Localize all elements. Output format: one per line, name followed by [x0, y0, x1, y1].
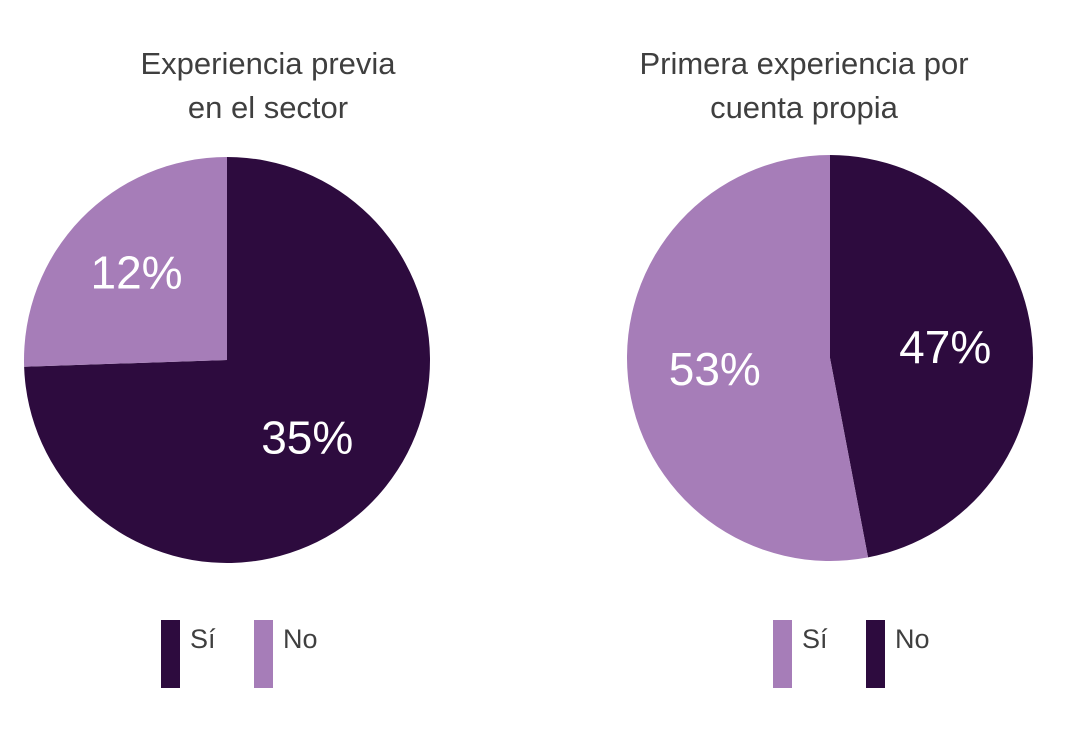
pie-slice-no: [830, 155, 1033, 558]
pie-slice-no: [24, 157, 227, 367]
pie-data-label: 12%: [90, 247, 182, 299]
pie-data-label: 35%: [261, 412, 353, 464]
pie-plot: 35% 12%: [24, 157, 430, 564]
chart-title: Experiencia previa en el sector: [0, 42, 536, 130]
pie-plot: 47% 53%: [626, 154, 1033, 561]
chart-title-line-1: Primera experiencia por: [639, 46, 969, 81]
pie-slice-si: [626, 154, 869, 561]
chart-title-line-1: Experiencia previa: [140, 46, 396, 81]
legend-swatch: [254, 620, 273, 688]
chart-title-line-2: en el sector: [187, 90, 349, 125]
legend-swatch: [866, 620, 885, 688]
pie-slice-si: [24, 157, 430, 564]
legend-label: Sí: [190, 624, 216, 654]
chart-title: Primera experiencia por cuenta propia: [536, 42, 1072, 130]
pie-chart-experiencia-previa: Experiencia previa en el sector 35% 12% S…: [0, 0, 536, 756]
legend-label: No: [895, 624, 930, 654]
pie-chart-primera-experiencia: Primera experiencia por cuenta propia 47…: [536, 0, 1072, 756]
pie-data-label: 47%: [899, 321, 991, 373]
legend-label: Sí: [802, 624, 828, 654]
chart-title-line-2: cuenta propia: [710, 90, 898, 125]
legend-label: No: [283, 624, 318, 654]
legend-swatch: [161, 620, 180, 688]
pie-data-label: 53%: [669, 343, 761, 395]
legend-swatch: [773, 620, 792, 688]
